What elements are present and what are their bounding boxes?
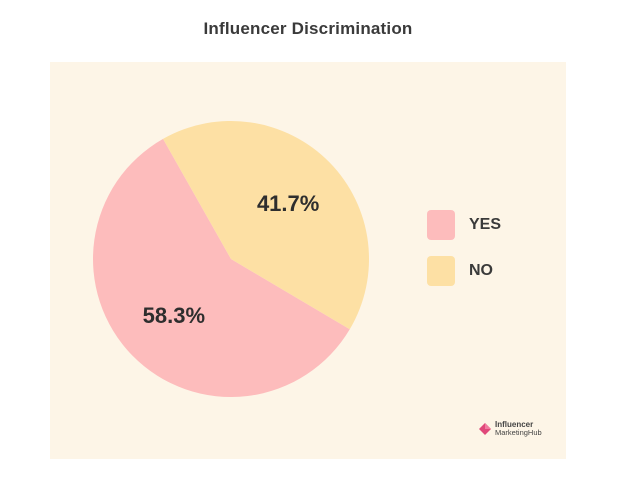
legend-swatch-no: [427, 256, 455, 286]
brand-logo: Influencer MarketingHub: [478, 421, 542, 437]
legend-label-no: NO: [469, 262, 493, 279]
pie-labels: 58.3% 41.7%: [143, 191, 320, 328]
pie-slice-yes: [93, 138, 350, 397]
brand-logo-icon: [479, 423, 491, 435]
brand-logo-text: Influencer MarketingHub: [495, 421, 542, 437]
legend-item-no: NO: [427, 256, 493, 286]
pie-slices: [93, 120, 370, 397]
pie-slice-no: [163, 120, 370, 330]
data-label-no: 41.7%: [257, 191, 319, 216]
brand-logo-line1: Influencer: [495, 420, 534, 429]
data-label-yes: 58.3%: [143, 303, 205, 328]
legend-swatch-yes: [427, 210, 455, 240]
legend-label-yes: YES: [469, 216, 502, 233]
legend-item-yes: YES: [427, 210, 501, 240]
brand-logo-line2: MarketingHub: [495, 428, 542, 437]
chart-title: Influencer Discrimination: [203, 19, 413, 38]
